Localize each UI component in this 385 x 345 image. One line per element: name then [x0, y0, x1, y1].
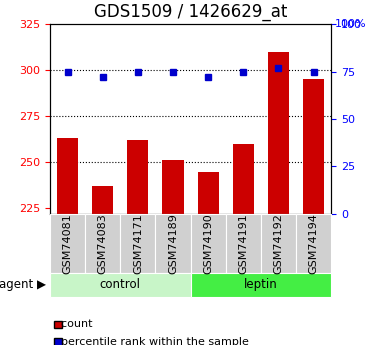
- Text: 100%: 100%: [335, 19, 367, 29]
- Bar: [92, 186, 113, 214]
- Text: GSM74194: GSM74194: [308, 213, 318, 274]
- Title: GDS1509 / 1426629_at: GDS1509 / 1426629_at: [94, 3, 287, 21]
- Text: GSM74081: GSM74081: [63, 213, 73, 274]
- Bar: [198, 171, 219, 214]
- Text: GSM74192: GSM74192: [273, 213, 283, 274]
- Text: control: control: [100, 278, 141, 291]
- Text: leptin: leptin: [244, 278, 278, 291]
- Text: GSM74171: GSM74171: [133, 213, 143, 274]
- Text: GSM74191: GSM74191: [238, 213, 248, 274]
- Text: agent ▶: agent ▶: [0, 278, 46, 291]
- Bar: [127, 140, 148, 214]
- Bar: [233, 144, 254, 214]
- Bar: [268, 52, 289, 214]
- Text: GSM74189: GSM74189: [168, 213, 178, 274]
- Bar: [57, 138, 78, 214]
- Bar: [303, 79, 324, 214]
- Text: count: count: [54, 319, 92, 329]
- Text: GSM74083: GSM74083: [98, 213, 108, 274]
- Text: percentile rank within the sample: percentile rank within the sample: [54, 337, 249, 345]
- Bar: [162, 160, 184, 214]
- Text: GSM74190: GSM74190: [203, 213, 213, 274]
